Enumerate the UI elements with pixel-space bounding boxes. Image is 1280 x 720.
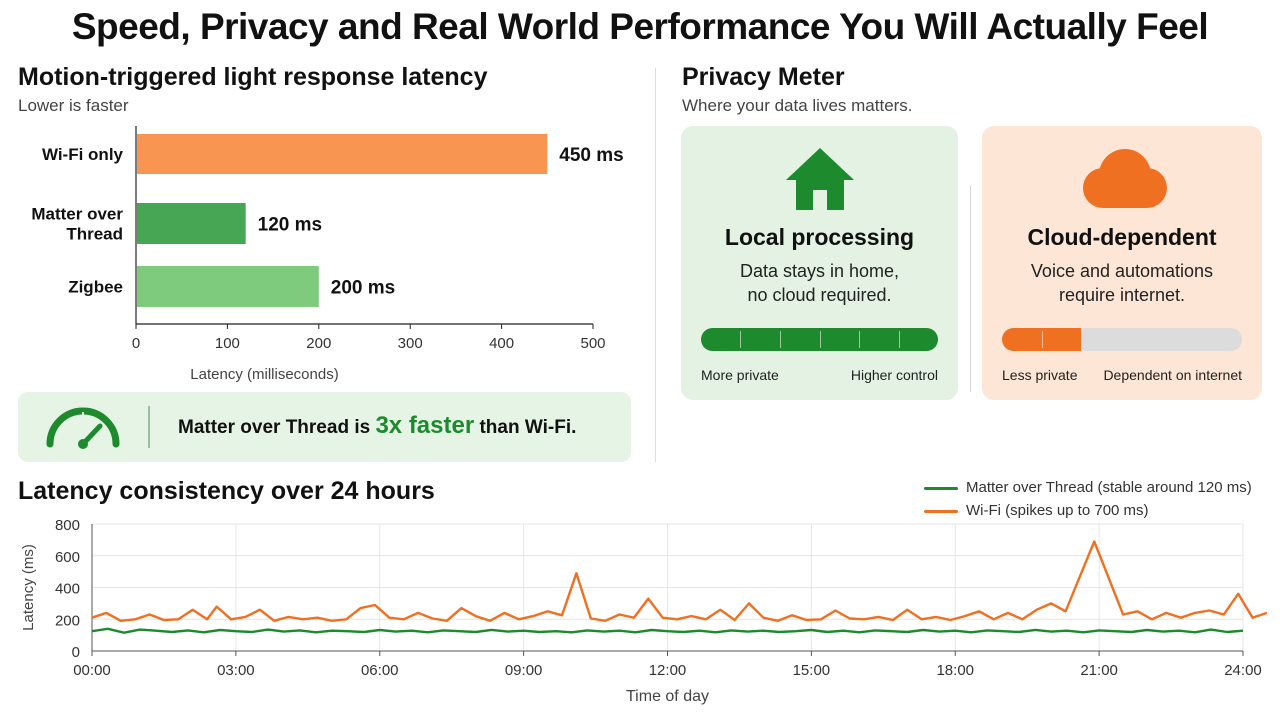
speed-callout: Matter over Thread is 3x faster than Wi-…: [18, 392, 631, 462]
bar-0: [137, 134, 548, 174]
bar-x-tick-label: 300: [398, 335, 423, 352]
privacy-subtitle: Where your data lives matters.: [682, 96, 913, 115]
cloud-icon: [982, 148, 1262, 215]
meter-segment-divider: [858, 331, 860, 348]
bar-x-axis-label: Latency (milliseconds): [190, 366, 338, 383]
bar-value-label: 200 ms: [331, 278, 395, 299]
callout-prefix: Matter over Thread is: [178, 417, 371, 438]
line-y-tick-label: 0: [72, 644, 80, 661]
line-x-tick-label: 18:00: [936, 662, 974, 679]
latency-section-title: Motion-triggered light response latency: [18, 63, 488, 91]
section-divider: [655, 68, 656, 462]
line-series-group: [91, 540, 1268, 634]
line-x-tick-label: 21:00: [1080, 662, 1118, 679]
line-y-tick-label: 800: [55, 517, 80, 534]
bar-2: [137, 266, 319, 307]
bar-x-tick-label: 400: [489, 335, 514, 352]
bar-x-tick-label: 0: [132, 335, 140, 352]
latency-bar-chart: 0 100 200 300 400 500 Latency (milliseconds) 45…: [31, 126, 624, 383]
local-card-line2: no cloud required.: [747, 285, 892, 305]
line-y-tick-label: 600: [55, 549, 80, 566]
line-x-axis-label: Time of day: [626, 688, 709, 705]
wifi-latency-line: [91, 540, 1268, 623]
local-card-title: Local processing: [724, 224, 915, 250]
legend-label-wifi: Wi-Fi (spikes up to 700 ms): [966, 502, 1149, 519]
bar-category-label: Wi-Fi only: [42, 145, 124, 164]
line-x-tick-label: 24:00: [1224, 662, 1262, 679]
meter-segment-divider: [740, 331, 742, 348]
local-card-description: Data stays in home, no cloud required.: [681, 259, 958, 307]
line-y-tick-label: 200: [55, 612, 80, 629]
bar-category-label: Matter over: [31, 205, 123, 224]
meter-segment-divider: [779, 331, 781, 348]
bar-x-tick-label: 500: [580, 335, 605, 352]
meter-segment-divider: [1041, 331, 1043, 348]
bar-category-label: Thread: [66, 225, 123, 244]
thread-latency-line: [91, 627, 1244, 634]
bar-category-label: Zigbee: [68, 278, 123, 297]
house-icon: [681, 146, 958, 217]
cloud-dependent-card: Cloud-dependent Voice and automations re…: [982, 126, 1262, 400]
local-meter-label-left: More private: [701, 367, 779, 383]
card-divider: [970, 186, 971, 392]
latency-line-chart: 0 200 400 600 800 00:00 03:00 06:00 09:00 12:00 15…: [20, 517, 1268, 705]
cloud-card-line2: require internet.: [1058, 285, 1186, 305]
meter-segment-divider: [898, 331, 900, 348]
line-y-axis-label: Latency (ms): [20, 544, 37, 631]
line-x-tick-label: 15:00: [793, 662, 831, 679]
speedometer-icon: [46, 407, 120, 449]
meter-segment-divider: [819, 331, 821, 348]
line-x-tick-label: 06:00: [361, 662, 399, 679]
line-x-tick-label: 09:00: [505, 662, 543, 679]
page-title: Speed, Privacy and Real World Performanc…: [71, 6, 1209, 47]
cloud-card-title: Cloud-dependent: [1027, 224, 1217, 250]
cloud-card-description: Voice and automations require internet.: [982, 259, 1262, 307]
callout-suffix: than Wi-Fi.: [479, 417, 577, 438]
legend-label-thread: Matter over Thread (stable around 120 ms…: [966, 479, 1252, 496]
callout-divider: [148, 406, 150, 448]
privacy-title: Privacy Meter: [682, 63, 845, 91]
callout-text: Matter over Thread is 3x faster than Wi-…: [178, 412, 576, 440]
line-x-tick-label: 03:00: [217, 662, 255, 679]
local-privacy-meter: [701, 328, 938, 351]
local-card-line1: Data stays in home,: [739, 261, 900, 281]
cloud-meter-label-left: Less private: [1002, 367, 1078, 383]
cloud-privacy-meter: [1002, 328, 1242, 351]
cloud-card-line1: Voice and automations: [1030, 261, 1214, 281]
line-y-tick-label: 400: [55, 581, 80, 598]
consistency-title: Latency consistency over 24 hours: [18, 477, 435, 505]
bar-x-tick-label: 100: [215, 335, 240, 352]
local-processing-card: Local processing Data stays in home, no …: [681, 126, 958, 400]
line-x-tick-label: 12:00: [649, 662, 687, 679]
latency-section-subtitle: Lower is faster: [18, 96, 129, 115]
bar-value-label: 450 ms: [559, 145, 623, 166]
local-meter-label-right: Higher control: [850, 367, 938, 383]
bar-1: [137, 203, 246, 244]
bar-x-tick-label: 200: [306, 335, 331, 352]
line-x-tick-label: 00:00: [73, 662, 111, 679]
callout-highlight: 3x faster: [375, 412, 475, 439]
legend-swatch-wifi: [924, 510, 958, 513]
bar-value-label: 120 ms: [258, 215, 322, 236]
cloud-meter-label-right: Dependent on internet: [1103, 367, 1242, 383]
legend-swatch-thread: [924, 487, 958, 490]
meter-fill: [1002, 328, 1082, 351]
